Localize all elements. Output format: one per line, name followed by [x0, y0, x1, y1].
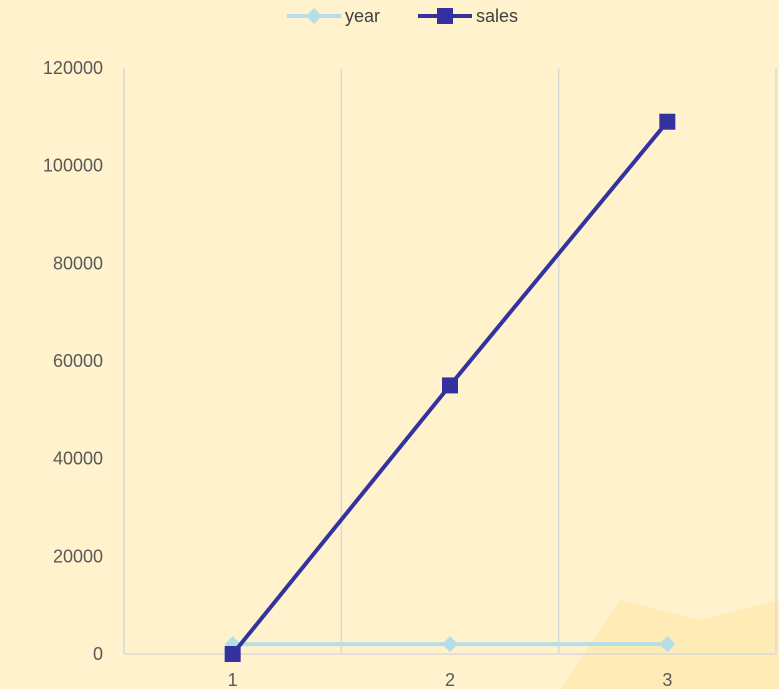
series-layer	[224, 113, 676, 662]
legend-item-year: year	[287, 6, 380, 26]
legend: year sales	[287, 6, 518, 26]
y-tick-label: 60000	[53, 351, 103, 371]
legend-swatch-marker	[437, 8, 453, 24]
data-point-year	[659, 636, 676, 653]
series-sales	[224, 113, 676, 662]
y-tick-label: 80000	[53, 253, 103, 273]
legend-item-sales: sales	[418, 6, 518, 26]
data-point-sales	[659, 113, 676, 130]
y-tick-label: 100000	[43, 156, 103, 176]
data-point-sales	[224, 646, 241, 662]
x-tick-label: 1	[228, 670, 238, 689]
x-tick-label: 2	[445, 670, 455, 689]
axes: 0 20000 40000 60000 80000 100000 120000 1 2 3	[43, 58, 776, 689]
legend-label: year	[345, 6, 380, 26]
legend-swatch-marker	[306, 8, 322, 24]
x-tick-label: 3	[662, 670, 672, 689]
data-point-year	[442, 636, 458, 653]
data-point-sales	[442, 377, 458, 394]
y-tick-label: 120000	[43, 58, 103, 78]
legend-label: sales	[476, 6, 518, 26]
y-tick-label: 20000	[53, 546, 103, 566]
y-tick-label: 0	[93, 644, 103, 664]
vertical-gridlines	[123, 68, 777, 654]
y-tick-label: 40000	[53, 449, 103, 469]
